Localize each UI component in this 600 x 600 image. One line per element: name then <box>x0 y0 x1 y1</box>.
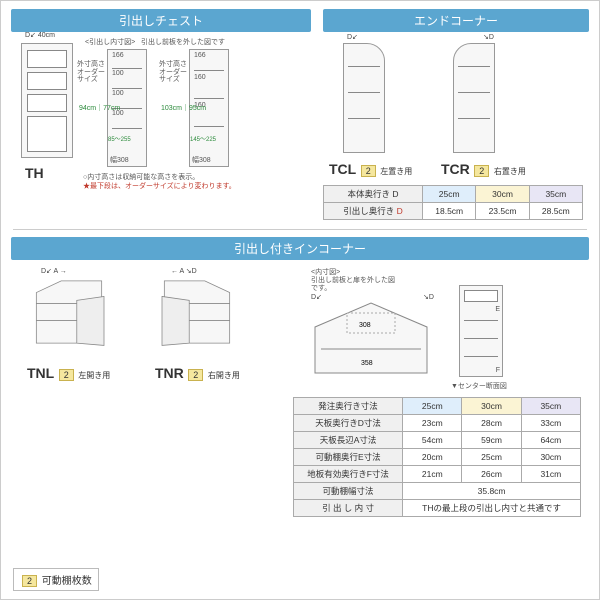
incorner-cell: 30cm <box>521 449 580 466</box>
incorner-inner-title: <内寸図> <box>311 267 340 277</box>
chest-notes: ○内寸高さは収納可能な高さを表示。 ★最下段は、オーダーサイズにより変わります。 <box>83 173 303 191</box>
tnl-label: TNL 2 左開き用 <box>27 365 110 381</box>
tcl-label: TCL 2 左置き用 <box>329 161 412 177</box>
tbl-h2: 引出し奥行き D <box>324 203 423 220</box>
right-range: 103cm｜95cm <box>161 103 206 113</box>
incorner-row-label: 可動棚幅寸法 <box>294 483 403 500</box>
chest-panel: 引出しチェスト D↙ 40cm <引出し内寸図> 引出し前板を外した図です 16… <box>11 9 311 32</box>
incorner-cell: THの最上段の引出し内寸と共通です <box>403 500 581 517</box>
incorner-cell: 21cm <box>403 466 462 483</box>
endcorner-title: エンドコーナー <box>323 9 589 32</box>
right-outer-label: 外寸高さオーダーサイズ <box>159 61 187 84</box>
center-section-fig: E F <box>459 285 503 377</box>
incorner-row-label: 引 出 し 内 寸 <box>294 500 403 517</box>
legend-badge: 2 <box>22 575 37 587</box>
legend-text: 可動棚枚数 <box>42 576 92 587</box>
incorner-cell: 28cm <box>462 415 521 432</box>
incorner-cell: 25cm <box>462 449 521 466</box>
incorner-cell: 20cm <box>403 449 462 466</box>
incorner-row-label: 地板有効奥行きF寸法 <box>294 466 403 483</box>
endcorner-table: 本体奥行き D 25cm 30cm 35cm 引出し奥行き D 18.5cm 2… <box>323 185 583 220</box>
tnl-illus <box>29 277 109 347</box>
incorner-cell: 64cm <box>521 432 580 449</box>
incorner-cell: 26cm <box>462 466 521 483</box>
left-range: 94cm｜77cm <box>79 103 120 113</box>
endcorner-panel: エンドコーナー D↙ ↘D TCL 2 左置き用 TCR 2 右置き用 本体奥行… <box>323 9 589 32</box>
tcr-label: TCR 2 右置き用 <box>441 161 526 177</box>
divider <box>13 229 587 230</box>
incorner-inner-fig: 308 358 <box>311 299 431 377</box>
incorner-cell: 33cm <box>521 415 580 432</box>
incorner-table: 発注奥行き寸法25cm30cm35cm天板奥行きD寸法23cm28cm33cm天… <box>293 397 581 517</box>
incorner-title: 引出し付きインコーナー <box>11 237 589 260</box>
tcr-illus <box>453 43 495 153</box>
incorner-cell: 59cm <box>462 432 521 449</box>
inner-dim-title: <引出し内寸図> <box>85 37 135 47</box>
incorner-cell: 25cm <box>403 398 462 415</box>
svg-text:358: 358 <box>361 360 373 367</box>
incorner-inner-note: 引出し前板と扉を外した図です。 <box>311 277 401 294</box>
chest-code: TH <box>25 165 44 181</box>
tnr-label: TNR 2 右開き用 <box>155 365 240 381</box>
center-section-label: ▼センター断面図 <box>451 381 507 391</box>
incorner-row-label: 発注奥行き寸法 <box>294 398 403 415</box>
incorner-cell: 54cm <box>403 432 462 449</box>
incorner-row-label: 天板長辺A寸法 <box>294 432 403 449</box>
incorner-row-label: 天板奥行きD寸法 <box>294 415 403 432</box>
legend: 2 可動棚枚数 <box>13 568 99 591</box>
incorner-cell: 30cm <box>462 398 521 415</box>
tnr-illus <box>157 277 237 347</box>
chest-illus <box>21 43 73 158</box>
incorner-cell: 35.8cm <box>403 483 581 500</box>
incorner-cell: 35cm <box>521 398 580 415</box>
incorner-panel: 引出し付きインコーナー D↙ A → TNL 2 左開き用 ← A ↘D TNR… <box>11 237 589 260</box>
tcl-illus <box>343 43 385 153</box>
svg-text:308: 308 <box>359 322 371 329</box>
incorner-cell: 31cm <box>521 466 580 483</box>
tbl-h1: 本体奥行き D <box>324 186 423 203</box>
incorner-cell: 23cm <box>403 415 462 432</box>
incorner-row-label: 可動棚奥行E寸法 <box>294 449 403 466</box>
chest-title: 引出しチェスト <box>11 9 311 32</box>
left-outer-label: 外寸高さオーダーサイズ <box>77 61 105 84</box>
inner-dim-note: 引出し前板を外した図です <box>141 37 225 47</box>
chest-width-d: D↙ 40cm <box>25 31 55 39</box>
